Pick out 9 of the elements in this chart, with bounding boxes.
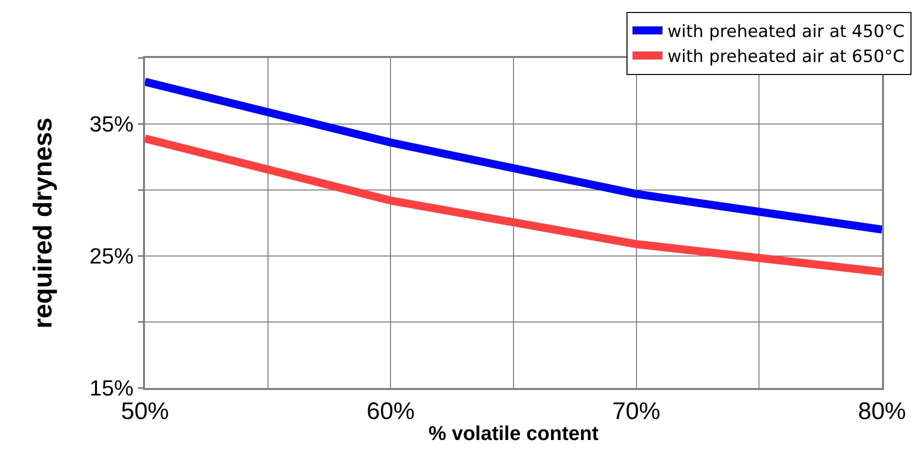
- y-axis-title: required dryness: [27, 118, 58, 328]
- x-axis-title: % volatile content: [428, 422, 599, 445]
- x-tick-label: 70%: [612, 398, 660, 425]
- x-tick-label: 80%: [858, 398, 906, 425]
- x-tick-label: 60%: [366, 398, 415, 425]
- legend-label: with preheated air at 650°C: [667, 47, 905, 68]
- y-tick-label: 25%: [90, 244, 134, 269]
- legend-label: with preheated air at 450°C: [667, 22, 905, 42]
- y-tick-label: 35%: [90, 112, 134, 137]
